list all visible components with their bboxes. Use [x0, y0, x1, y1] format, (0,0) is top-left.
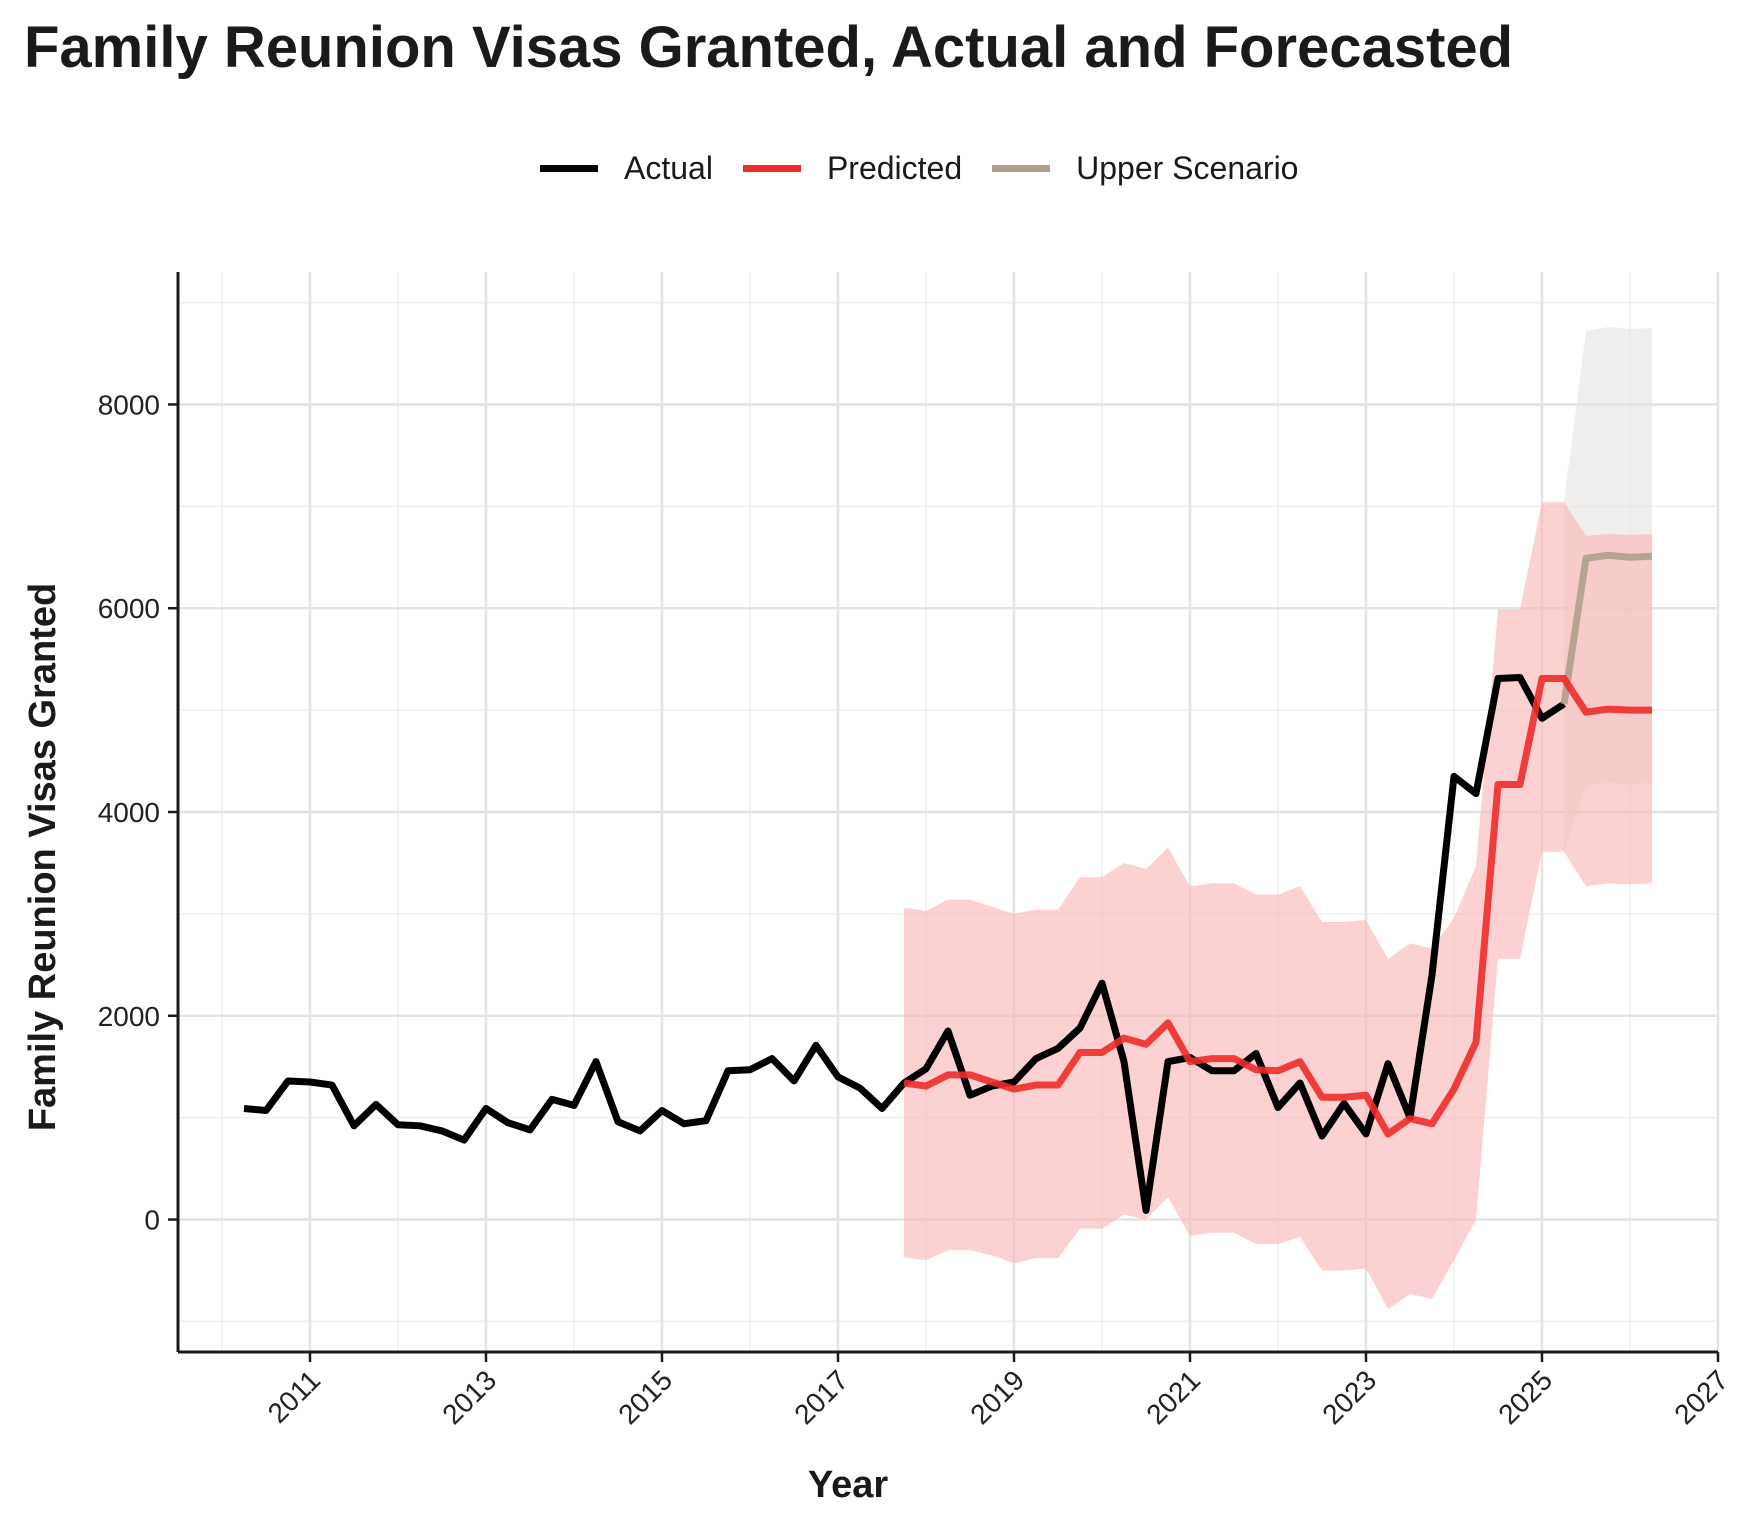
- x-axis-title: Year: [808, 1464, 889, 1506]
- legend-swatch-upper-scenario: [992, 165, 1051, 172]
- x-tick-label: 2025: [1492, 1364, 1558, 1430]
- y-tick-label: 2000: [98, 1001, 160, 1032]
- legend-swatch-predicted: [742, 165, 801, 172]
- legend-swatch-actual: [540, 165, 598, 172]
- legend-label-predicted: Predicted: [826, 150, 963, 186]
- series-line-predicted: [903, 675, 1652, 1138]
- x-tick-label: 2023: [1316, 1364, 1382, 1430]
- y-tick-label: 8000: [98, 389, 160, 420]
- x-tick-label: 2011: [262, 1364, 327, 1429]
- x-tick-label: 2019: [964, 1364, 1030, 1430]
- x-tick-label: 2015: [612, 1364, 678, 1430]
- confidence-bands: [904, 327, 1652, 1310]
- band-predicted: [904, 502, 1652, 1310]
- series-lines: [243, 551, 1653, 1214]
- legend: Actual Predicted Upper Scenario: [540, 150, 1328, 187]
- x-tick-label: 2017: [788, 1364, 854, 1430]
- y-tick-label: 4000: [98, 797, 160, 828]
- legend-item-actual[interactable]: Actual: [540, 150, 713, 187]
- legend-item-upper-scenario[interactable]: Upper Scenario: [992, 150, 1298, 187]
- series-line-upper-scenario: [1560, 551, 1653, 705]
- x-tick-label: 2013: [436, 1364, 502, 1430]
- y-axis-title: Family Reunion Visas Granted: [22, 583, 64, 1131]
- legend-label-actual: Actual: [624, 150, 713, 186]
- legend-item-predicted[interactable]: Predicted: [742, 150, 963, 187]
- y-tick-label: 0: [144, 1205, 160, 1236]
- y-tick-label: 6000: [98, 593, 160, 624]
- x-tick-label: 2021: [1140, 1364, 1206, 1430]
- x-tick-label: 2027: [1668, 1364, 1734, 1430]
- chart-title: Family Reunion Visas Granted, Actual and…: [24, 15, 1514, 80]
- legend-label-upper-scenario: Upper Scenario: [1076, 150, 1299, 186]
